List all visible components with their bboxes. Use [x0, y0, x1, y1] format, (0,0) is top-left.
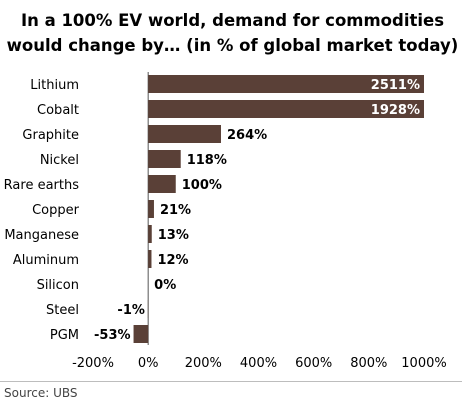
category-label: Cobalt — [37, 103, 79, 118]
source-note: Source: UBS — [4, 386, 78, 400]
value-label: 12% — [157, 253, 188, 268]
category-label: Nickel — [40, 153, 79, 168]
source-divider — [0, 381, 462, 382]
value-label: 2511% — [371, 78, 420, 93]
category-label: Silicon — [37, 278, 79, 293]
x-tick-label: 800% — [350, 356, 387, 371]
bar-graphite — [148, 125, 221, 143]
category-label: Copper — [32, 203, 80, 218]
category-label: Rare earths — [4, 178, 80, 193]
category-label: Manganese — [4, 228, 79, 243]
x-tick-label: 400% — [240, 356, 277, 371]
bar-aluminum — [148, 250, 152, 268]
value-label: 13% — [158, 228, 189, 243]
value-label: 264% — [227, 128, 267, 143]
bar-cobalt — [148, 100, 424, 118]
category-label: PGM — [50, 328, 79, 343]
value-label: 100% — [182, 178, 222, 193]
bar-nickel — [148, 150, 181, 168]
bar-lithium — [148, 75, 424, 93]
bar-chart: Lithium 2511% Cobalt 1928% Graphite 264% Nicke… — [4, 72, 447, 371]
category-label: Steel — [46, 303, 79, 318]
value-label: 0% — [154, 278, 176, 293]
x-tick-label: 0% — [138, 356, 159, 371]
bar-pgm — [133, 325, 149, 343]
x-tick-label: -200% — [72, 356, 114, 371]
value-label: -53% — [94, 328, 131, 343]
category-label: Aluminum — [13, 253, 79, 268]
x-tick-label: 1000% — [401, 356, 446, 371]
x-tick-label: 200% — [185, 356, 222, 371]
bar-manganese — [148, 225, 152, 243]
value-label: 21% — [160, 203, 191, 218]
chart-title-line1: In a 100% EV world, demand for commoditi… — [20, 11, 445, 30]
value-label: 118% — [187, 153, 227, 168]
bar-copper — [148, 200, 154, 218]
category-label: Graphite — [22, 128, 79, 143]
x-tick-label: 600% — [295, 356, 332, 371]
value-label: -1% — [117, 303, 144, 318]
bar-rare-earths — [148, 175, 176, 193]
category-label: Lithium — [30, 78, 79, 93]
chart-title-line2: would change by… (in % of global market … — [6, 36, 459, 55]
value-label: 1928% — [371, 103, 420, 118]
